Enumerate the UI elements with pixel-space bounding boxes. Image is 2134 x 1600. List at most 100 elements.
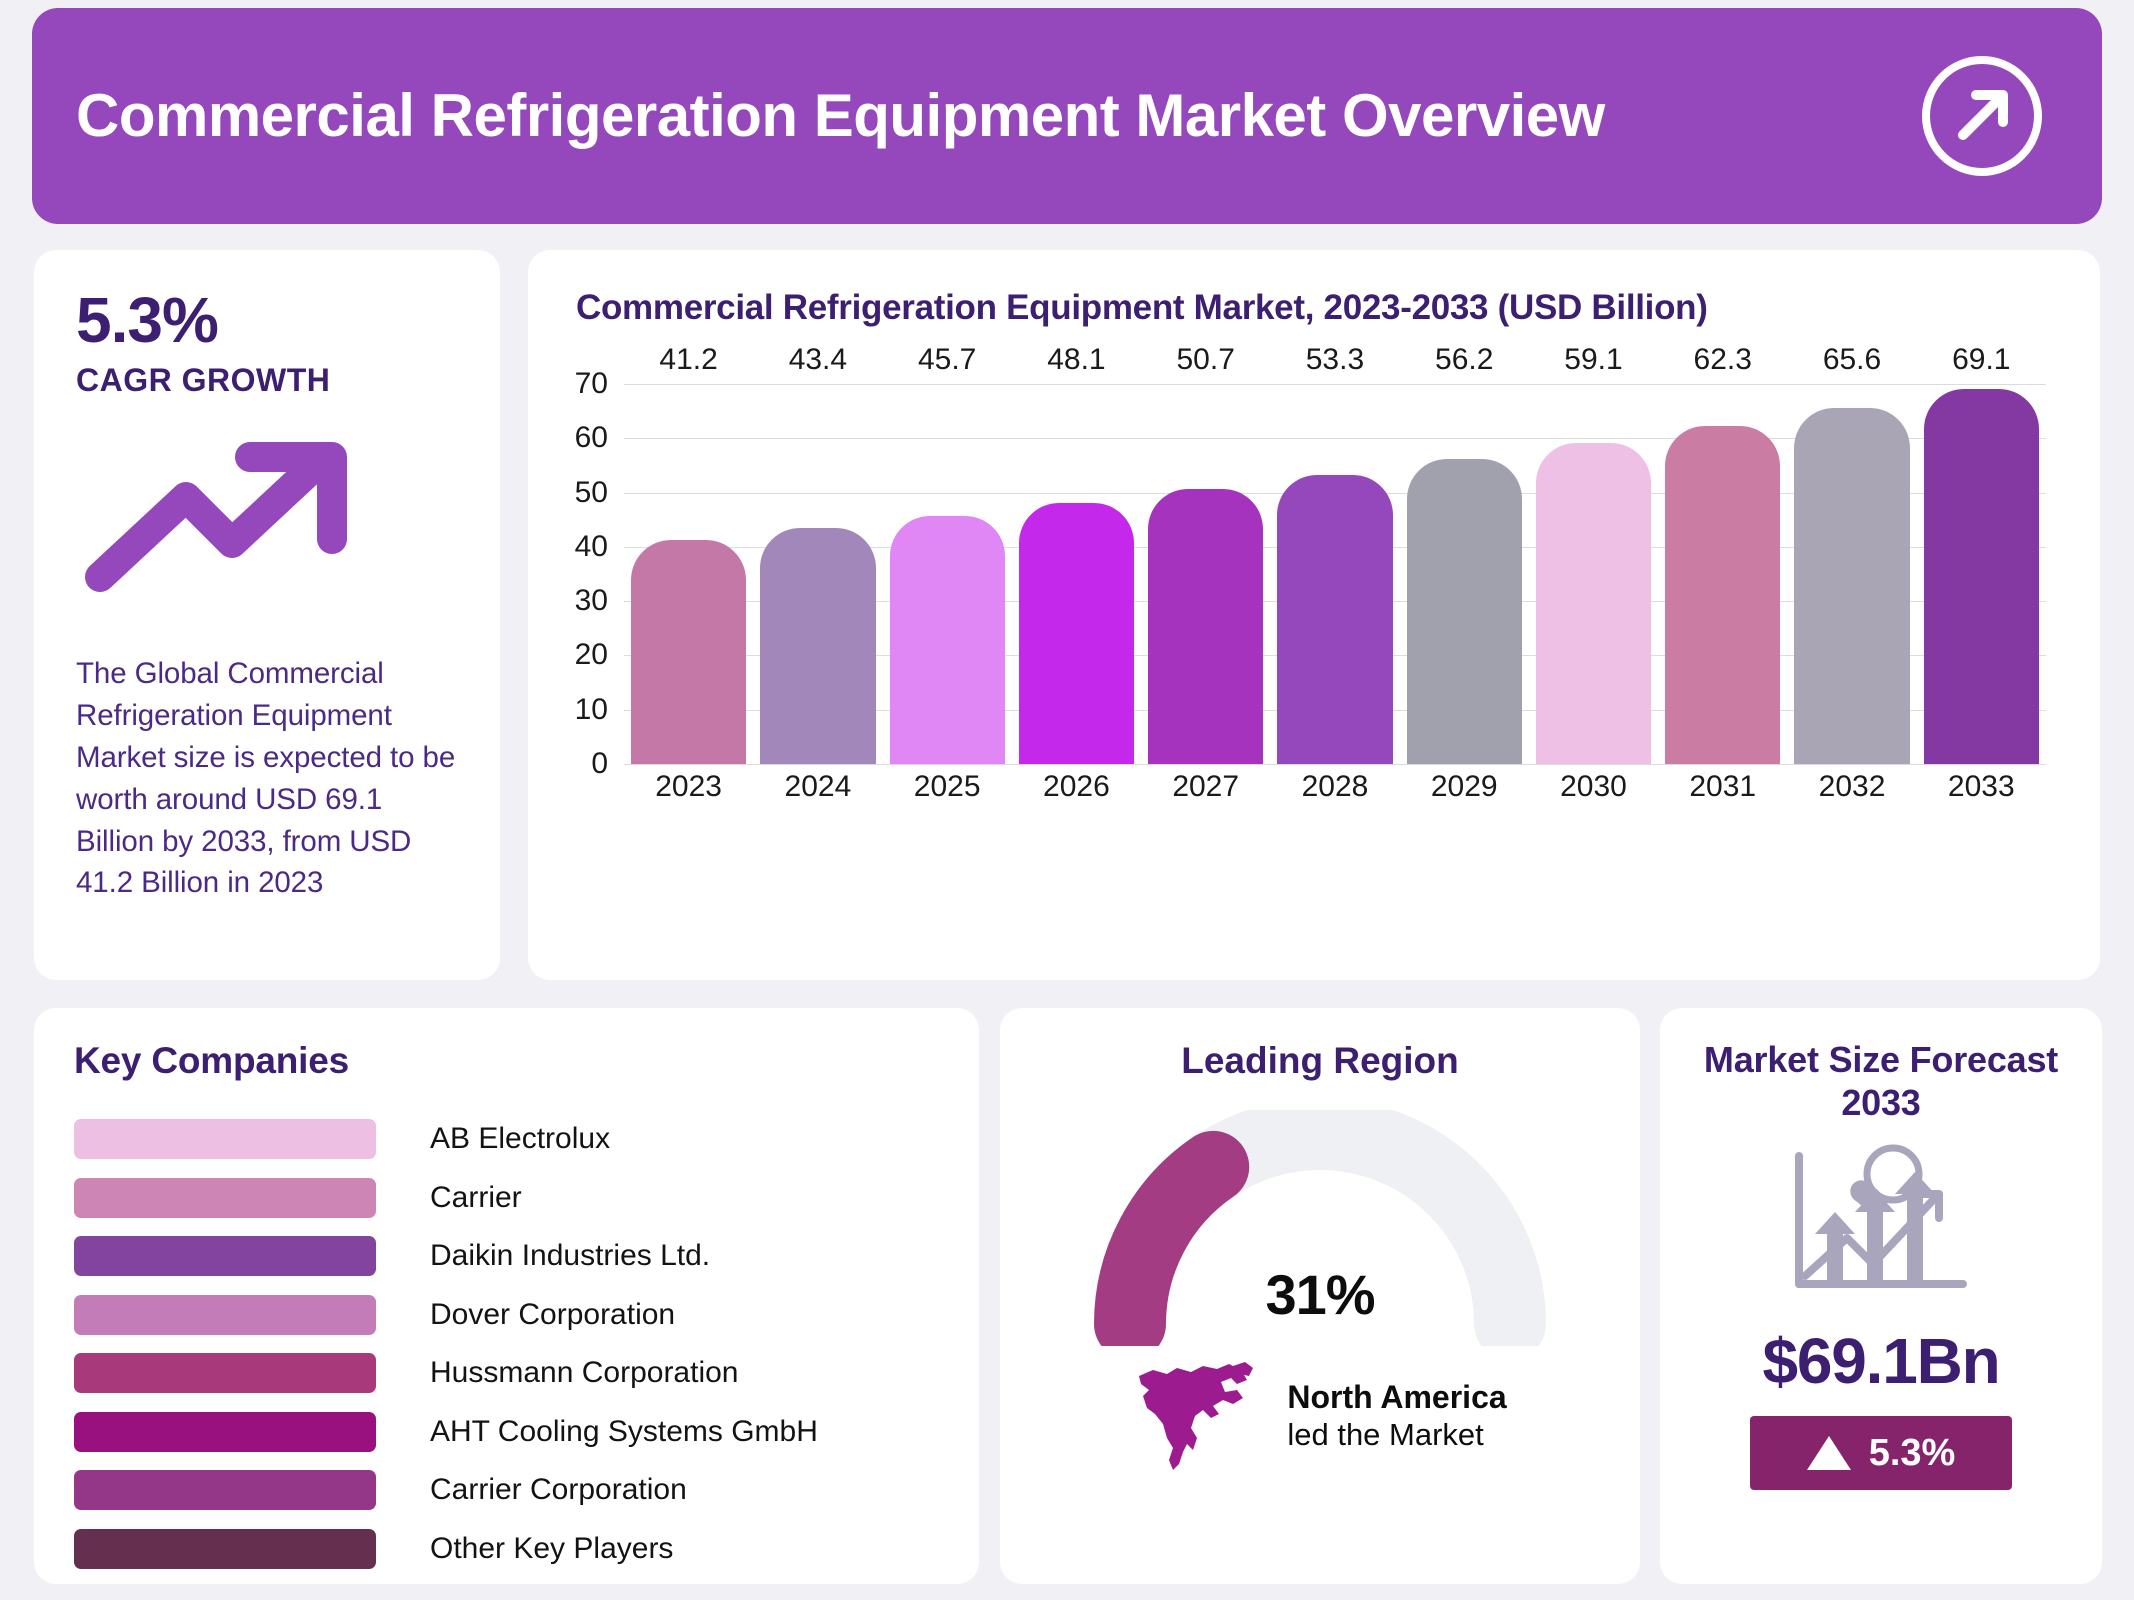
chart-bar-value-label: 48.1 [1047,343,1106,376]
chart-bar[interactable] [1794,407,1910,764]
company-color-swatch [74,1528,376,1569]
chart-x-tick-label: 2026 [1043,770,1110,803]
company-color-swatch [74,1177,376,1218]
list-item[interactable]: AHT Cooling Systems GmbH [74,1403,939,1462]
chart-x-tick-label: 2031 [1689,770,1757,803]
region-share-percent: 31% [1265,1263,1375,1326]
chart-x-tick-label: 2033 [1947,770,2015,803]
company-color-swatch [74,1294,376,1335]
region-name: North America [1287,1379,1507,1415]
chart-bar[interactable] [1148,488,1264,764]
chart-x-tick-label: 2029 [1430,770,1498,803]
chart-gridline [624,384,2046,385]
forecast-title: Market Size Forecast 2033 [1703,1039,2059,1124]
chart-bar-group[interactable]: 59.1 [1535,343,1652,764]
list-item[interactable]: Carrier [74,1169,939,1228]
chart-y-tick-label: 10 [574,692,608,726]
company-name: AHT Cooling Systems GmbH [430,1414,818,1448]
market-size-forecast-card: Market Size Forecast 2033 [1660,1008,2102,1584]
north-america-map-icon [1133,1352,1261,1480]
region-footer: North America led the Market [1000,1352,1640,1480]
chart-bar[interactable] [760,528,876,764]
company-name: Dover Corporation [430,1297,676,1331]
page-header: Commercial Refrigeration Equipment Marke… [32,8,2102,224]
chart-x-tick-label: 2025 [913,770,981,803]
chart-y-tick-label: 60 [574,421,608,455]
forecast-value: $69.1Bn [1762,1325,2000,1398]
forecast-growth-badge: 5.3% [1750,1416,2012,1491]
chart-bar-group[interactable]: 65.6 [1794,343,1910,764]
chart-bar[interactable] [631,540,747,764]
chart-bar-group[interactable]: 69.1 [1923,343,2039,764]
region-share-gauge: 31% [1080,1098,1560,1360]
list-item[interactable]: AB Electrolux [74,1110,939,1169]
chart-y-tick-label: 30 [574,584,608,618]
leading-region-title: Leading Region [1181,1040,1459,1081]
chart-x-tick-label: 2030 [1560,770,1627,803]
chart-bar-group[interactable]: 45.7 [889,343,1005,764]
chart-y-tick-label: 40 [574,529,608,563]
chart-bar-group[interactable]: 48.1 [1018,343,1135,764]
company-color-swatch [74,1470,376,1511]
chart-gridline [624,764,2046,765]
bar-chart: 0 10 20 30 40 50 60 70 41.2 43.4 45.7 48.1 50.7 53.3… [556,343,2056,804]
chart-bar-group[interactable]: 41.2 [631,343,747,764]
company-name: Other Key Players [430,1531,674,1565]
chart-bars: 41.2 43.4 45.7 48.1 50.7 53.3 56.2 59.1 62.3 65.6… [624,343,2046,764]
list-item[interactable]: Other Key Players [74,1520,939,1579]
chart-bar-group[interactable]: 53.3 [1277,343,1393,764]
list-item[interactable]: Carrier Corporation [74,1461,939,1520]
chart-bar-value-label: 69.1 [1952,343,2011,376]
chart-bar[interactable] [1406,458,1522,764]
chart-plot-area: 0 10 20 30 40 50 60 70 41.2 43.4 45.7 48.1 50.7 53.3… [575,343,2046,780]
chart-bar-group[interactable]: 62.3 [1665,343,1781,764]
chart-bar-value-label: 45.7 [917,343,977,376]
trending-up-arrow-icon [82,435,372,595]
chart-bar[interactable] [1535,443,1652,764]
chart-y-tick-label: 20 [574,638,608,672]
forecast-growth-text: 5.3% [1868,1431,1956,1474]
chart-y-tick-label: 70 [574,367,608,400]
chart-bar-value-label: 53.3 [1305,343,1365,376]
chart-bar-value-label: 50.7 [1176,343,1235,376]
chart-bar[interactable] [1923,388,2039,764]
cagr-label: CAGR GROWTH [76,362,331,398]
chart-bar[interactable] [1018,502,1135,764]
list-item[interactable]: Daikin Industries Ltd. [74,1227,939,1286]
company-color-swatch [74,1411,376,1452]
list-item[interactable]: Dover Corporation [74,1286,939,1345]
cagr-description: The Global Commercial Refrigeration Equi… [76,657,456,900]
chart-bar[interactable] [1665,425,1781,764]
key-companies-title: Key Companies [74,1040,349,1081]
chart-x-tick-label: 2028 [1301,770,1369,803]
triangle-up-icon [1806,1436,1851,1471]
company-color-swatch [74,1119,376,1160]
chart-title: Commercial Refrigeration Equipment Marke… [576,288,1708,327]
region-text-block: North America led the Market [1287,1379,1506,1453]
chart-x-tick-label: 2024 [784,770,852,803]
chart-x-tick-label: 2027 [1172,770,1240,803]
company-name: Carrier Corporation [430,1473,687,1507]
company-name: Hussmann Corporation [430,1356,739,1390]
chart-bar-value-label: 56.2 [1435,343,1494,376]
chart-bar[interactable] [1277,474,1393,764]
bar-chart-magnifier-growth-icon [1781,1138,1981,1308]
company-color-swatch [74,1236,376,1277]
list-item[interactable]: Hussmann Corporation [74,1344,939,1403]
chart-bar-value-label: 43.4 [788,343,848,376]
key-companies-card: Key Companies AB Electrolux Carrier Daikin… [34,1008,979,1584]
chart-x-tick-label: 2023 [655,770,722,803]
key-companies-list: AB Electrolux Carrier Daikin Industries Lt… [74,1110,939,1578]
arrow-up-right-circle-icon[interactable] [1918,52,2046,180]
chart-x-axis: 2023 2024 2025 2026 2027 2028 2029 2030 2031 2032… [624,770,2046,804]
chart-bar-value-label: 59.1 [1564,343,1623,376]
chart-bar-group[interactable]: 50.7 [1148,343,1264,764]
company-name: Daikin Industries Ltd. [430,1239,711,1273]
chart-bar[interactable] [889,515,1005,764]
chart-bar-group[interactable]: 43.4 [760,343,876,764]
chart-bar-value-label: 62.3 [1693,343,1752,376]
chart-bar-value-label: 65.6 [1822,343,1882,376]
company-name: AB Electrolux [430,1122,611,1156]
chart-bar-group[interactable]: 56.2 [1406,343,1522,764]
